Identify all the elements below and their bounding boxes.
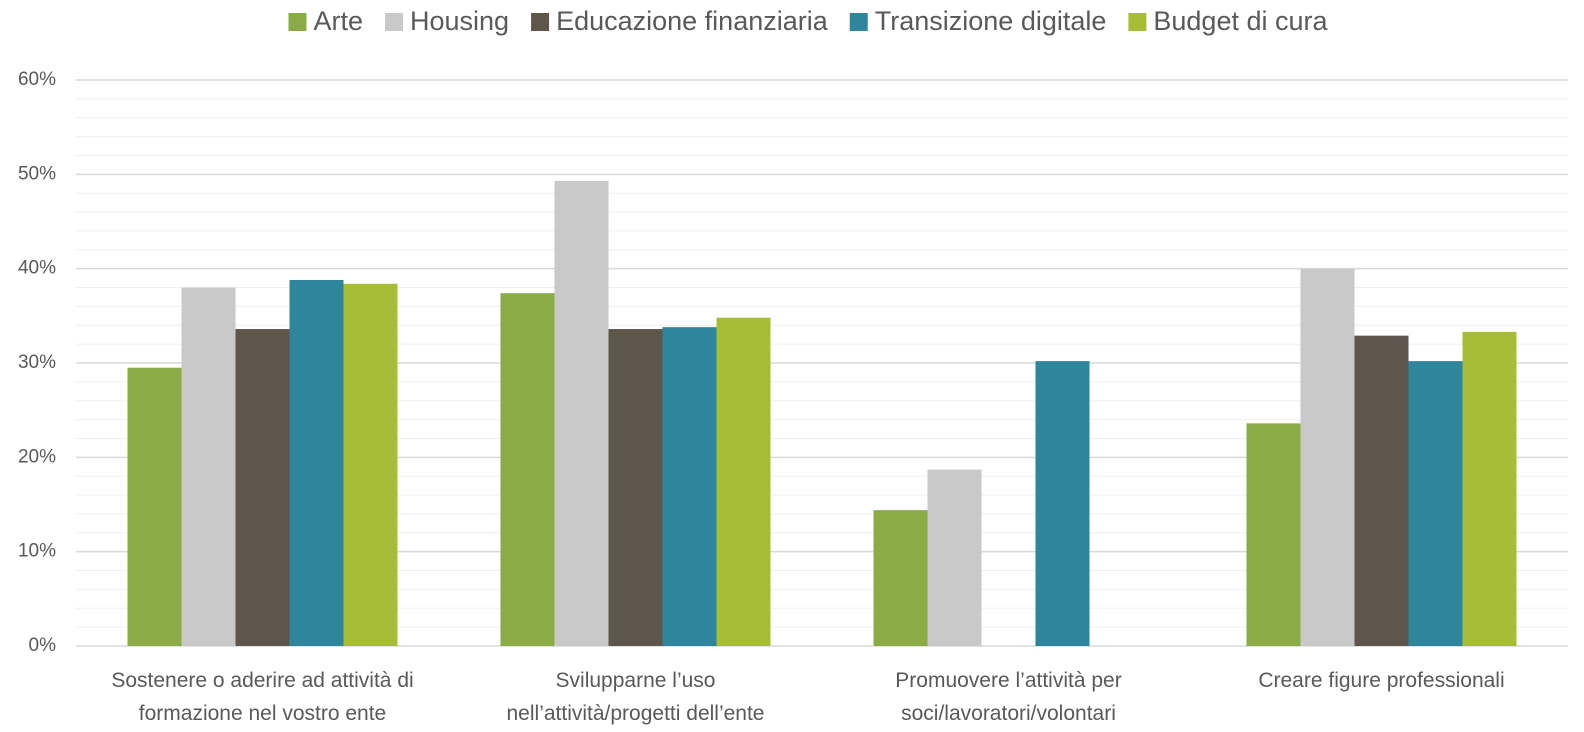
bar bbox=[1246, 423, 1301, 646]
x-tick-label: Sostenere o aderire ad attività di formaz… bbox=[111, 669, 413, 725]
y-tick-label: 10% bbox=[18, 541, 56, 562]
bar bbox=[1408, 361, 1463, 646]
bar bbox=[554, 180, 609, 647]
x-tick-label-line: nell’attività/progetti dell’ente bbox=[507, 702, 765, 725]
bar bbox=[927, 469, 982, 646]
y-tick-label: 0% bbox=[29, 635, 57, 656]
bar bbox=[127, 367, 182, 646]
x-tick-label-line: Sostenere o aderire ad attività di bbox=[111, 669, 413, 692]
x-tick-label-line: Creare figure professionali bbox=[1258, 669, 1504, 692]
legend-label: Arte bbox=[313, 6, 363, 36]
legend-swatch bbox=[1128, 13, 1147, 31]
legend-swatch bbox=[385, 13, 404, 31]
y-tick-label: 40% bbox=[18, 258, 56, 279]
legend-swatch bbox=[531, 13, 550, 31]
bar bbox=[181, 287, 236, 646]
bar bbox=[235, 329, 290, 646]
x-tick-label-line: Svilupparne l’uso bbox=[556, 669, 716, 692]
bar bbox=[1300, 268, 1355, 646]
x-tick-label-line: formazione nel vostro ente bbox=[139, 702, 386, 725]
y-tick-label: 20% bbox=[18, 446, 56, 467]
x-tick-label: Creare figure professionali bbox=[1258, 669, 1504, 692]
legend-swatch bbox=[849, 13, 868, 31]
legend-swatch bbox=[288, 13, 307, 31]
bar bbox=[289, 279, 344, 646]
bar bbox=[716, 317, 771, 646]
bar bbox=[1462, 331, 1517, 646]
legend-label: Transizione digitale bbox=[875, 6, 1107, 36]
legend: Arte Housing Educazione finanziaria Transiz… bbox=[288, 6, 1328, 36]
x-tick-label-line: Promuovere l’attività per bbox=[895, 669, 1121, 692]
x-tick-label: Promuovere l’attività per soci/lavoratori… bbox=[895, 669, 1121, 725]
y-tick-label: 60% bbox=[18, 69, 56, 90]
bar bbox=[343, 283, 398, 646]
y-tick-label: 50% bbox=[18, 163, 56, 184]
legend-label: Housing bbox=[410, 6, 509, 36]
bar bbox=[662, 327, 717, 646]
bar bbox=[1354, 335, 1409, 646]
bar bbox=[873, 510, 928, 646]
x-tick-label: Svilupparne l’uso nell’attività/progetti … bbox=[507, 669, 765, 725]
legend-label: Educazione finanziaria bbox=[556, 6, 829, 36]
x-tick-label-line: soci/lavoratori/volontari bbox=[901, 702, 1116, 725]
bar bbox=[1035, 361, 1090, 646]
bar bbox=[608, 329, 663, 646]
bar bbox=[500, 293, 555, 646]
legend-label: Budget di cura bbox=[1153, 6, 1328, 36]
y-tick-label: 30% bbox=[18, 352, 56, 373]
